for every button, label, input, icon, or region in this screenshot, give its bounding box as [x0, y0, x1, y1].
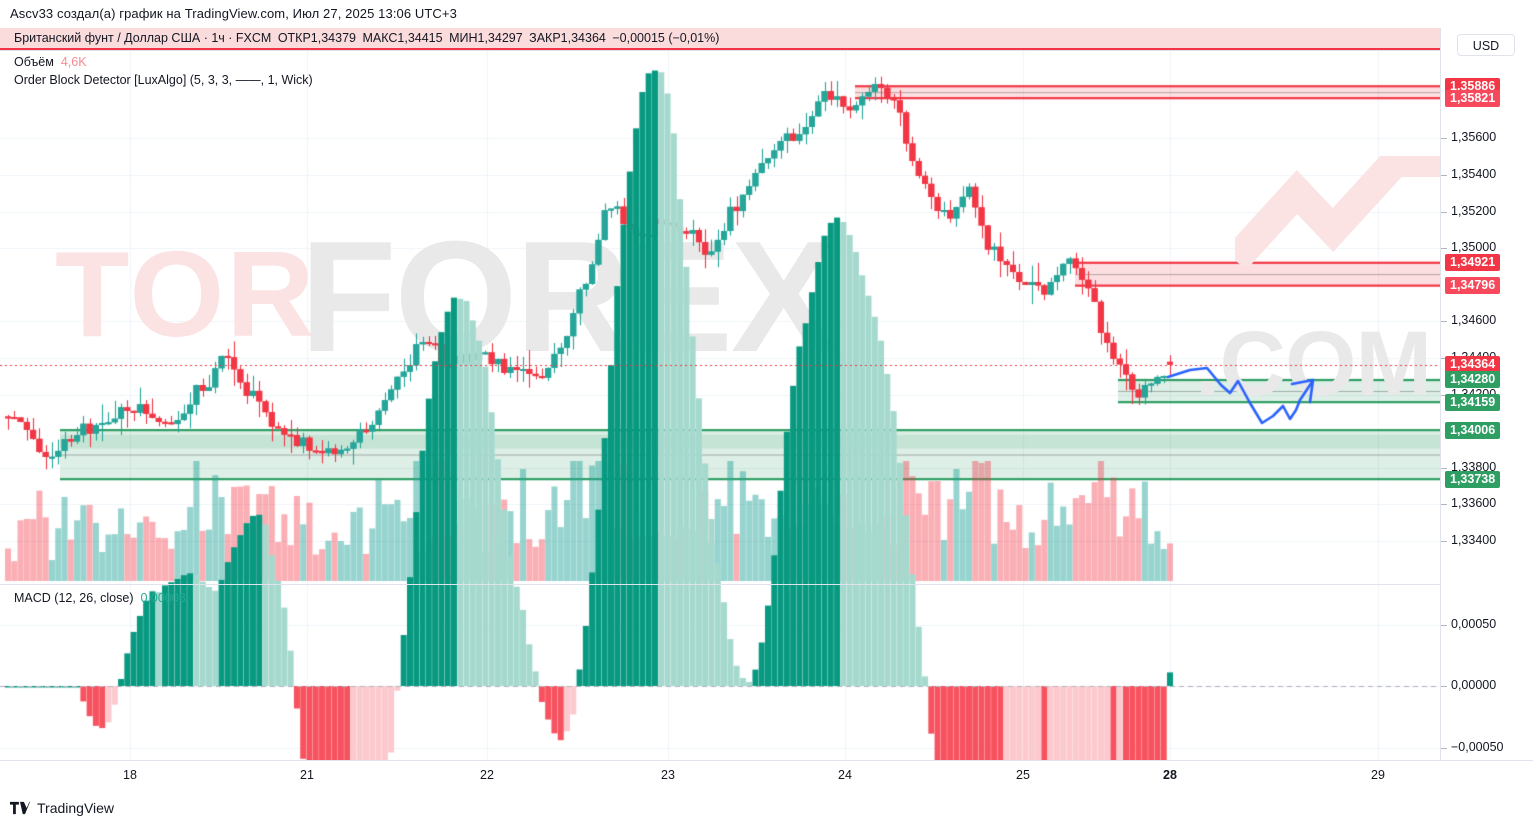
- macd-tick-label: −0,00050: [1451, 740, 1504, 754]
- price-pill-green[interactable]: 1,34280: [1445, 371, 1501, 389]
- symbol-legend-text: Британский фунт / Доллар США · 1ч · FXCM…: [14, 31, 722, 45]
- price-tick-label: 1,34600: [1451, 313, 1497, 328]
- time-axis-label: 21: [300, 768, 314, 782]
- volume-legend-label: Объём: [14, 55, 54, 69]
- price-tick-label: 1,33800: [1451, 459, 1497, 474]
- tradingview-logo-icon: [10, 801, 30, 815]
- volume-pane-separator: [0, 584, 1440, 585]
- price-tick-label: 1,35400: [1451, 167, 1497, 182]
- price-tick-mark: [1441, 138, 1447, 140]
- macd-tick-mark: [1441, 748, 1447, 749]
- price-tick-mark: [1441, 248, 1447, 250]
- time-axis-label: 29: [1371, 768, 1385, 782]
- price-tick-label: 1,33400: [1451, 532, 1497, 547]
- price-tick-label: 1,33600: [1451, 496, 1497, 511]
- legend-separator: [0, 50, 1440, 51]
- legend-change: −0,00015 (−0,01%): [612, 31, 720, 45]
- price-pill-green[interactable]: 1,34159: [1445, 393, 1501, 411]
- legend-symbol: Британский фунт / Доллар США · 1ч · FXCM: [14, 31, 272, 45]
- price-tick-mark: [1441, 175, 1447, 177]
- price-tick-mark: [1441, 321, 1447, 323]
- time-axis-label: 24: [838, 768, 852, 782]
- legend-high: МАКС1,34415: [362, 31, 443, 45]
- price-pill-last[interactable]: 1,34364: [1445, 356, 1501, 374]
- price-tick-mark: [1441, 211, 1447, 213]
- price-pill-redsoft[interactable]: 1,34796: [1445, 277, 1501, 295]
- macd-tick-label: 0,00050: [1451, 617, 1497, 631]
- order-block-legend[interactable]: Order Block Detector [LuxAlgo] (5, 3, 3,…: [14, 73, 313, 87]
- chart-plot-area[interactable]: TOR FOREX .COM Британский фунт / Доллар …: [0, 28, 1440, 760]
- symbol-legend-bar[interactable]: Британский фунт / Доллар США · 1ч · FXCM…: [0, 28, 1440, 50]
- legend-low: МИН1,34297: [449, 31, 523, 45]
- price-pill-red[interactable]: 1,34921: [1445, 254, 1501, 272]
- tradingview-brand: TradingView: [10, 800, 114, 816]
- macd-tick-mark: [1441, 686, 1447, 687]
- price-axis[interactable]: USD 1,35600 1,35400 1,35200 1,35000 1,34600 1…: [1440, 28, 1533, 760]
- currency-button[interactable]: USD: [1457, 34, 1515, 56]
- price-pill-redsoft[interactable]: 1,35821: [1445, 89, 1501, 107]
- price-tick-mark: [1441, 357, 1447, 359]
- price-pill-green[interactable]: 1,33738: [1445, 470, 1501, 488]
- time-axis-label: 28: [1163, 768, 1177, 782]
- volume-legend-value: 4,6K: [60, 55, 87, 69]
- time-axis-label: 25: [1016, 768, 1030, 782]
- price-pill-green[interactable]: 1,34006: [1445, 421, 1501, 439]
- macd-legend-label: MACD (12, 26, close): [14, 591, 134, 605]
- time-axis-label: 23: [661, 768, 675, 782]
- credit-line: Ascv33 создал(а) график на TradingView.c…: [10, 6, 457, 21]
- price-tick-mark: [1441, 467, 1447, 469]
- price-tick-label: 1,35200: [1451, 203, 1497, 218]
- legend-close: ЗАКР1,34364: [529, 31, 606, 45]
- time-axis[interactable]: 18 21 22 23 24 25 28 29: [0, 760, 1533, 791]
- macd-tick-label: 0,00000: [1451, 678, 1497, 692]
- tradingview-brand-name: TradingView: [37, 800, 115, 816]
- chart-frame: TOR FOREX .COM Британский фунт / Доллар …: [0, 28, 1533, 760]
- price-tick-mark: [1441, 540, 1447, 542]
- price-tick-mark: [1441, 394, 1447, 396]
- price-tick-label: 1,35000: [1451, 240, 1497, 255]
- macd-legend[interactable]: MACD (12, 26, close) 0,00008: [14, 591, 186, 605]
- macd-legend-value: 0,00008: [140, 591, 186, 605]
- price-tick-label: 1,35600: [1451, 130, 1497, 145]
- macd-tick-mark: [1441, 625, 1447, 626]
- price-tick-mark: [1441, 504, 1447, 506]
- time-axis-label: 22: [480, 768, 494, 782]
- time-axis-label: 18: [123, 768, 137, 782]
- volume-legend[interactable]: Объём 4,6K: [14, 55, 87, 69]
- legend-open: ОТКР1,34379: [277, 31, 356, 45]
